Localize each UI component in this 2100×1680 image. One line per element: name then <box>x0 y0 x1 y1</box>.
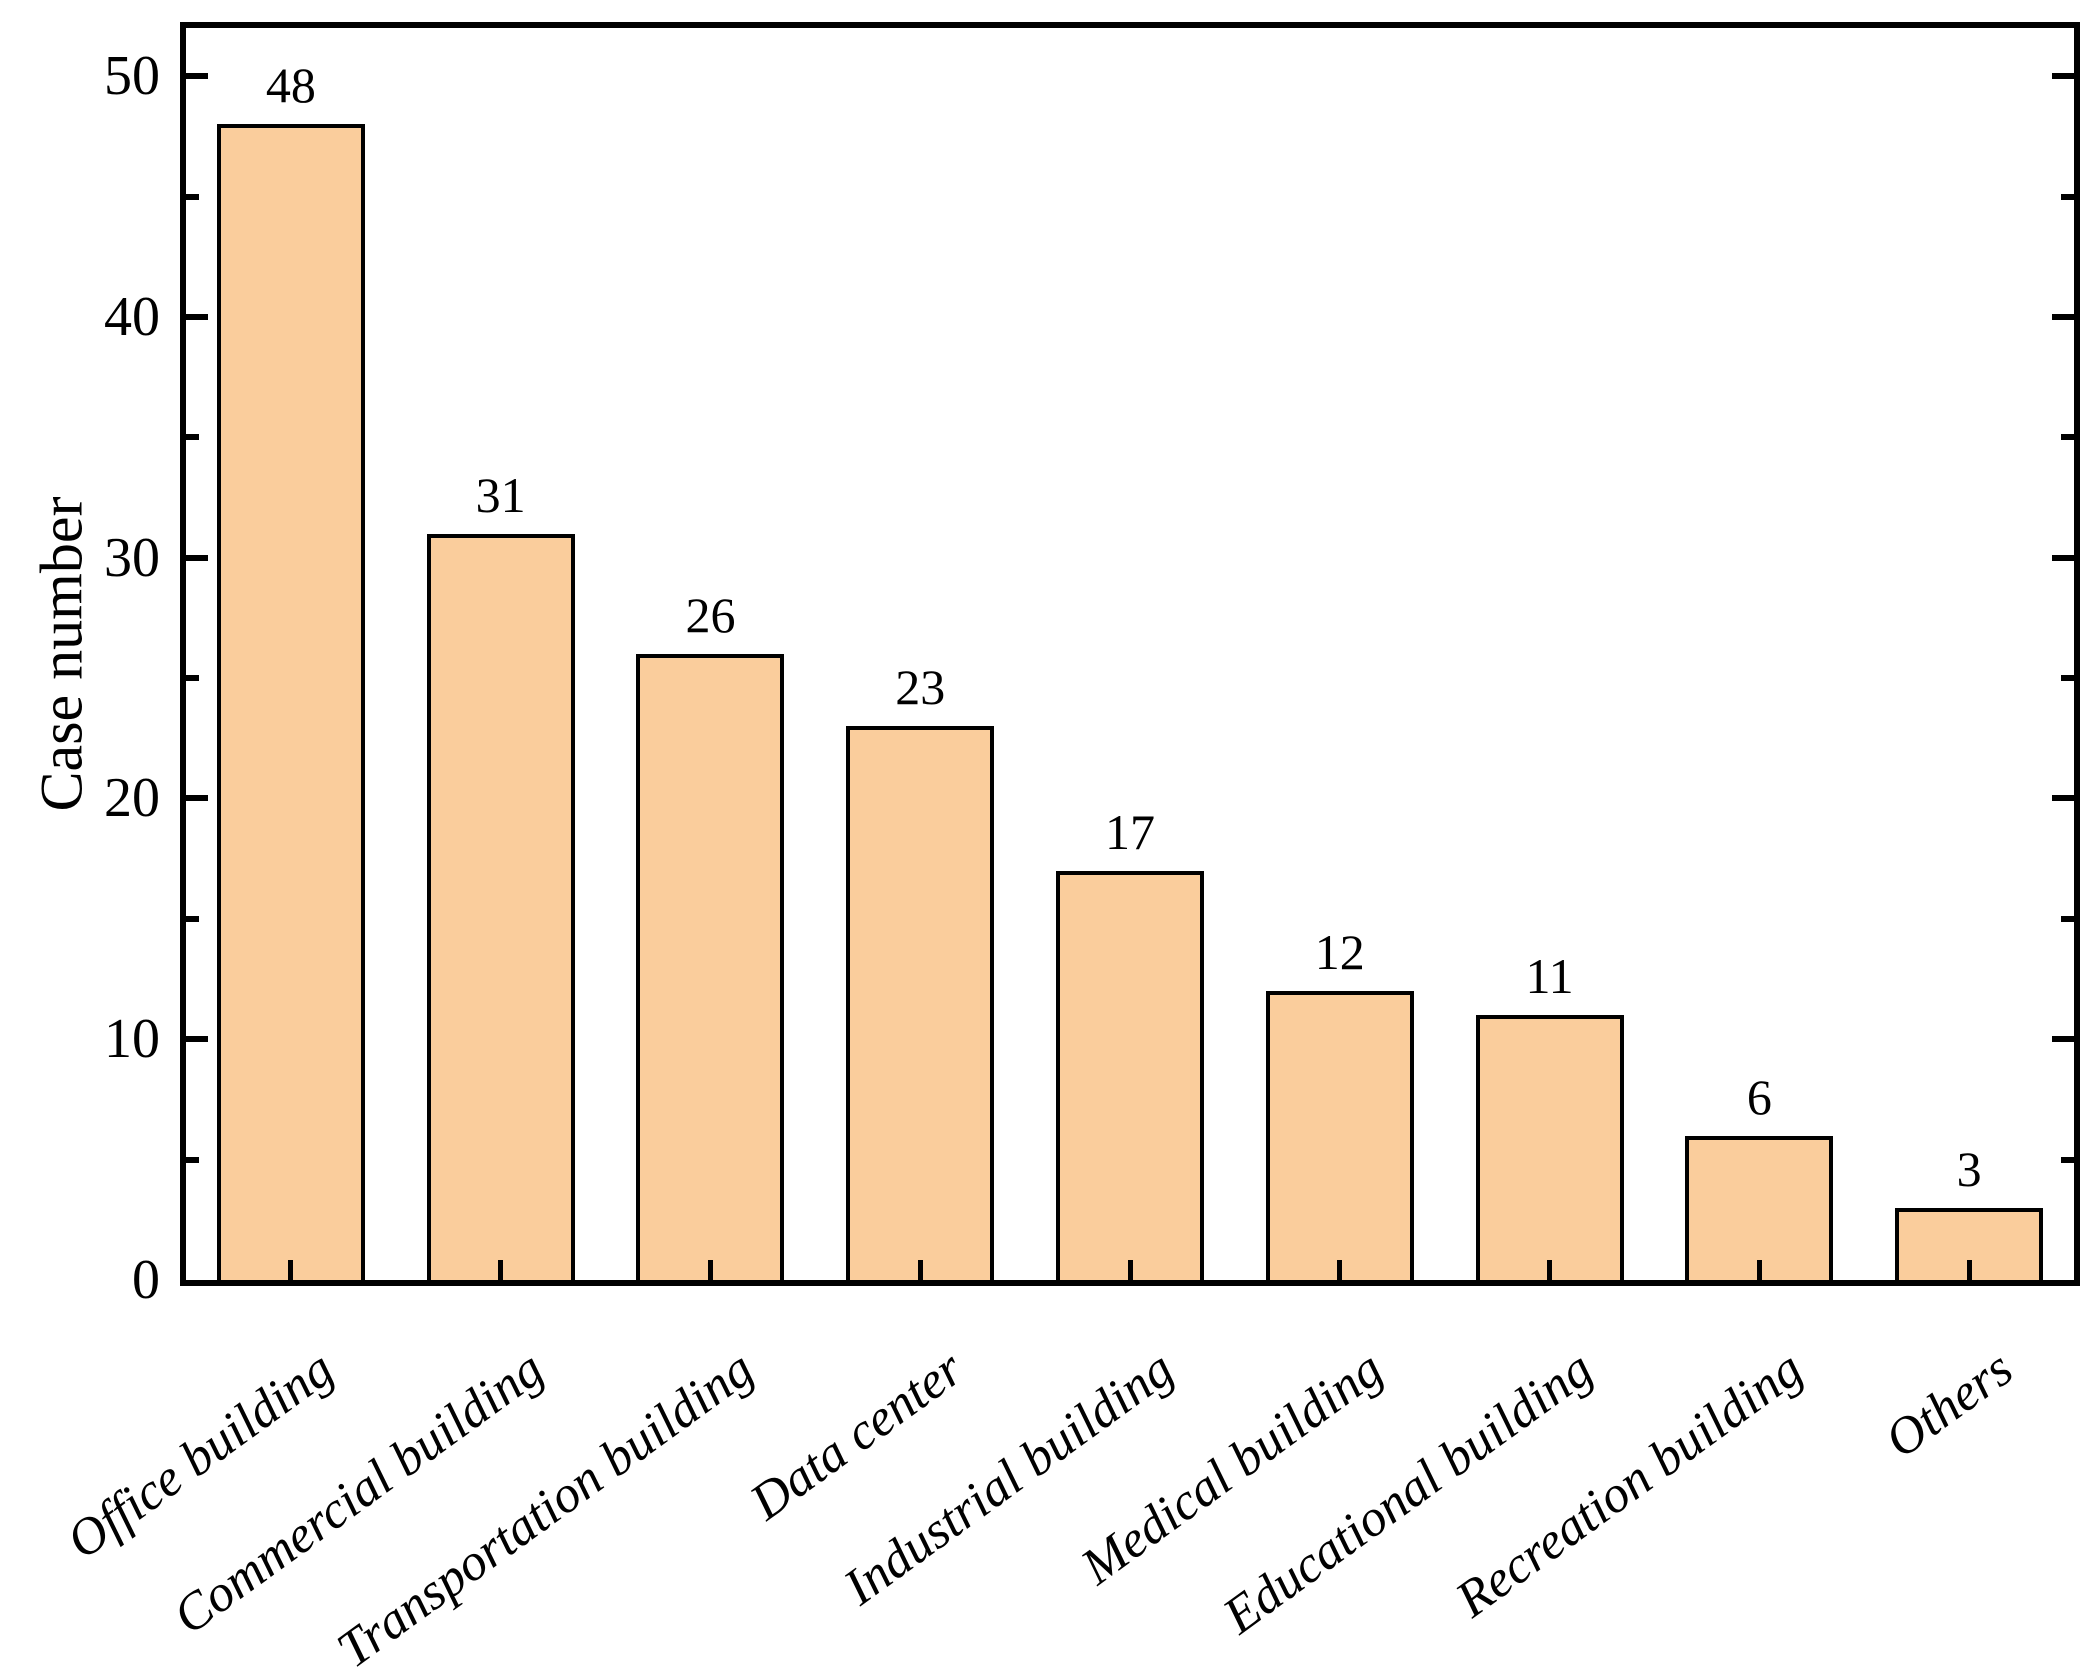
bar-value-label: 48 <box>265 57 316 114</box>
bar-value-label: 12 <box>1314 924 1365 981</box>
bar-value-label: 6 <box>1746 1068 1772 1125</box>
x-axis-tick <box>917 1260 923 1280</box>
x-tick-label-others: Others <box>1874 1340 2023 1470</box>
y-axis-tick-right <box>2052 795 2074 802</box>
bar-commercial-building <box>426 533 575 1280</box>
y-axis-tick-right <box>2061 193 2074 200</box>
y-axis-tick-right <box>2052 554 2074 561</box>
y-tick-label: 0 <box>132 1249 160 1311</box>
x-axis-tick <box>1756 1260 1762 1280</box>
bar-value-label: 11 <box>1525 948 1574 1005</box>
y-tick-label: 50 <box>104 45 160 108</box>
y-axis-tick-left <box>186 675 199 682</box>
y-axis-tick-right <box>2052 1036 2074 1043</box>
x-axis-tick <box>1337 1260 1343 1280</box>
x-tick-label-recreation-building: Recreation building <box>1445 1340 1813 1629</box>
y-axis-tick-left <box>186 313 208 320</box>
y-axis-tick-right <box>2061 434 2074 441</box>
bar-office-building <box>216 124 365 1280</box>
x-axis-tick <box>1966 1260 1972 1280</box>
y-axis-tick-left <box>186 1156 199 1163</box>
bar-transportation-building <box>636 654 785 1280</box>
y-axis-tick-left <box>186 1036 208 1043</box>
bar-educational-building <box>1475 1015 1624 1280</box>
bar-value-label: 31 <box>475 466 526 523</box>
bar-value-label: 26 <box>685 587 736 643</box>
bar-value-label: 17 <box>1105 803 1155 860</box>
x-axis-tick <box>498 1260 504 1280</box>
y-axis-tick-left <box>186 795 208 802</box>
y-tick-label: 40 <box>104 285 160 348</box>
x-tick-label-commercial-building: Commercial building <box>163 1340 555 1646</box>
x-axis-tick <box>707 1260 713 1280</box>
y-axis-tick-left <box>186 193 199 200</box>
y-axis-tick-left <box>186 554 208 561</box>
bar-recreation-building <box>1685 1135 1834 1280</box>
x-axis-tick <box>288 1260 294 1280</box>
y-axis-tick-left <box>186 73 208 80</box>
y-axis-tick-right <box>2061 675 2074 682</box>
y-tick-label: 30 <box>104 526 160 589</box>
x-axis-tick <box>1547 1260 1553 1280</box>
y-axis-tick-right <box>2061 1156 2074 1163</box>
bar-value-label: 23 <box>895 659 946 716</box>
y-axis-tick-left <box>186 915 199 922</box>
bar-medical-building <box>1265 991 1414 1280</box>
x-axis-tick <box>1127 1260 1133 1280</box>
y-axis-tick-right <box>2061 915 2074 922</box>
bar-value-label: 3 <box>1956 1140 1982 1197</box>
y-tick-label: 10 <box>104 1008 160 1071</box>
y-tick-label: 20 <box>104 767 160 830</box>
bar-data-center <box>846 726 995 1280</box>
x-tick-label-educational-building: Educational building <box>1213 1340 1604 1646</box>
y-axis-title: Case number <box>28 496 95 812</box>
bar-industrial-building <box>1056 870 1204 1280</box>
y-axis-tick-left <box>186 434 199 441</box>
y-axis-tick-right <box>2052 73 2074 80</box>
plot-area: 48 31 26 23 17 12 11 6 3 <box>180 22 2080 1286</box>
y-axis-tick-right <box>2052 313 2074 320</box>
